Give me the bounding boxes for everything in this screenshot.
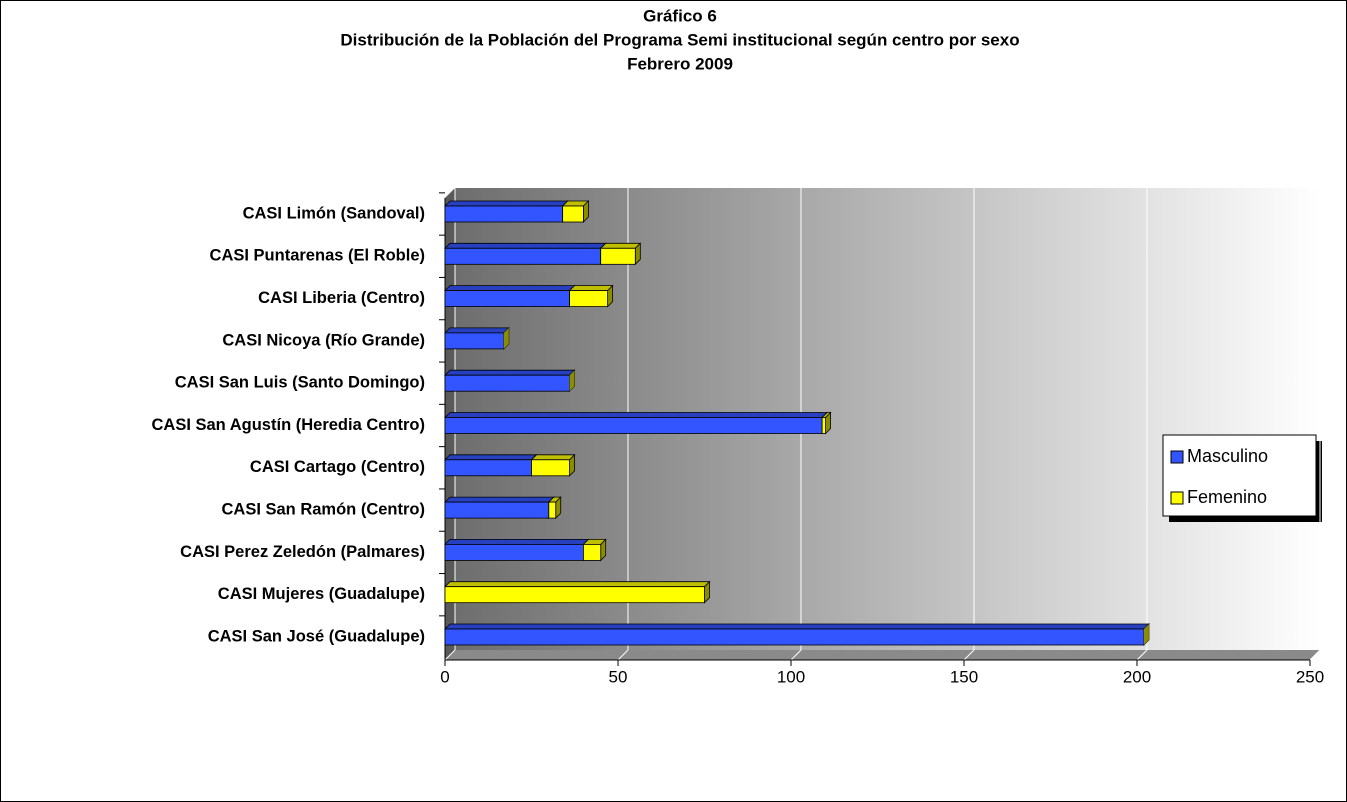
chart-title: Gráfico 6	[643, 6, 717, 25]
y-tick-label: CASI Puntarenas (El Roble)	[210, 247, 425, 265]
bar-top	[444, 623, 1150, 630]
bar	[444, 417, 823, 434]
grid-line	[617, 649, 629, 661]
y-tick-label: CASI San Luis (Santo Domingo)	[175, 374, 425, 392]
grid-line	[444, 649, 456, 661]
y-tick-label: CASI Liberia (Centro)	[258, 289, 425, 307]
x-tick-label: 250	[1296, 667, 1324, 686]
grid-line	[790, 649, 802, 661]
bar-top	[444, 496, 555, 503]
bar	[444, 247, 602, 265]
bar	[444, 374, 570, 392]
bar-top	[444, 454, 538, 461]
y-tick-label: CASI Nicoya (Río Grande)	[222, 331, 425, 349]
x-tick-label: 100	[777, 667, 805, 686]
y-tick-label: CASI San Agustín (Heredia Centro)	[152, 416, 426, 434]
bar	[444, 501, 550, 519]
grid-line	[1136, 649, 1148, 661]
bar-side	[1143, 624, 1149, 645]
bar-top	[530, 454, 576, 461]
bar-top	[444, 539, 590, 545]
bar-top	[568, 285, 614, 292]
bar	[444, 459, 532, 477]
bar	[600, 247, 636, 265]
bar-top	[599, 242, 642, 249]
bar-side	[569, 370, 575, 392]
bar-top	[444, 200, 569, 207]
legend-swatch	[1170, 491, 1184, 505]
x-tick-label: 150	[950, 667, 978, 686]
y-tick-label: CASI San José (Guadalupe)	[208, 627, 425, 645]
grid-line	[1309, 649, 1321, 661]
chart-title: Distribución de la Población del Program…	[340, 30, 1019, 49]
grid-line	[963, 649, 975, 661]
bar	[569, 290, 609, 308]
bar	[531, 459, 570, 477]
floor	[445, 650, 1320, 660]
y-tick-label: CASI Cartago (Centro)	[250, 458, 425, 476]
x-tick-label: 50	[609, 667, 628, 686]
bar	[583, 544, 602, 561]
bar	[444, 544, 584, 561]
legend-label: Masculino	[1187, 446, 1268, 466]
bar-top	[444, 412, 829, 418]
bar	[821, 417, 827, 434]
legend	[1162, 434, 1317, 517]
bar	[562, 205, 584, 223]
bar-top	[444, 369, 576, 376]
bar-top	[444, 581, 711, 588]
y-tick-label: CASI San Ramón (Centro)	[221, 500, 425, 518]
bar-top	[444, 285, 576, 292]
bar	[548, 501, 557, 519]
chart-title: Febrero 2009	[627, 54, 733, 73]
bar	[444, 205, 564, 223]
y-tick-label: CASI Limón (Sandoval)	[243, 204, 425, 222]
bar	[444, 586, 705, 604]
bar-side	[503, 327, 509, 349]
x-tick-label: 0	[440, 667, 449, 686]
bar-top	[444, 327, 510, 334]
legend-swatch	[1170, 450, 1184, 464]
bar-top	[444, 242, 607, 249]
y-tick-label: CASI Perez Zeledón (Palmares)	[180, 543, 425, 561]
legend-label: Femenino	[1187, 487, 1267, 507]
bar	[444, 628, 1145, 646]
y-tick-label: CASI Mujeres (Guadalupe)	[218, 585, 425, 603]
bar	[444, 332, 505, 350]
x-tick-label: 200	[1123, 667, 1151, 686]
bar	[444, 290, 570, 308]
